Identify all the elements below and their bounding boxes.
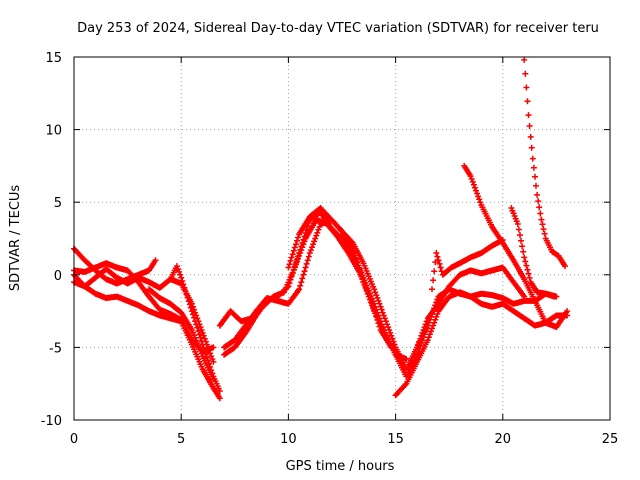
x-axis-label: GPS time / hours <box>286 459 395 474</box>
series-markers <box>429 237 506 293</box>
series-markers <box>521 56 568 270</box>
series-track-14 <box>508 205 558 300</box>
y-tick-label: 10 <box>45 124 62 139</box>
plot-frame <box>73 56 611 421</box>
series-track-16 <box>429 237 506 293</box>
y-tick-label: 0 <box>54 269 62 284</box>
axis-ticks: 0 5 10 15 20 25 -10 -5 0 5 10 15 <box>41 51 619 447</box>
series-markers <box>414 286 560 351</box>
series-markers <box>461 162 571 331</box>
series-track-12 <box>414 286 560 351</box>
series-track-15 <box>521 56 568 270</box>
series-markers <box>221 209 442 380</box>
y-axis-label: SDTVAR / TECUs <box>8 185 23 292</box>
y-tick-label: -5 <box>49 341 62 356</box>
series-markers <box>508 205 558 300</box>
y-tick-label: 15 <box>45 51 62 66</box>
grid-lines <box>74 57 610 420</box>
x-tick-label: 25 <box>602 432 619 447</box>
data-points <box>71 56 571 402</box>
series-markers <box>285 205 410 362</box>
x-tick-label: 15 <box>387 432 404 447</box>
x-tick-label: 0 <box>70 432 78 447</box>
y-tick-label: -10 <box>41 414 62 429</box>
x-tick-label: 10 <box>280 432 297 447</box>
series-track-10 <box>285 205 410 362</box>
series-track-7 <box>221 209 442 380</box>
y-tick-label: 5 <box>54 196 62 211</box>
x-tick-label: 20 <box>495 432 512 447</box>
series-markers <box>146 286 217 383</box>
series-track-13 <box>461 162 571 331</box>
series-track-6 <box>146 286 217 383</box>
x-tick-label: 5 <box>177 432 185 447</box>
chart-title: Day 253 of 2024, Sidereal Day-to-day VTE… <box>77 21 599 36</box>
